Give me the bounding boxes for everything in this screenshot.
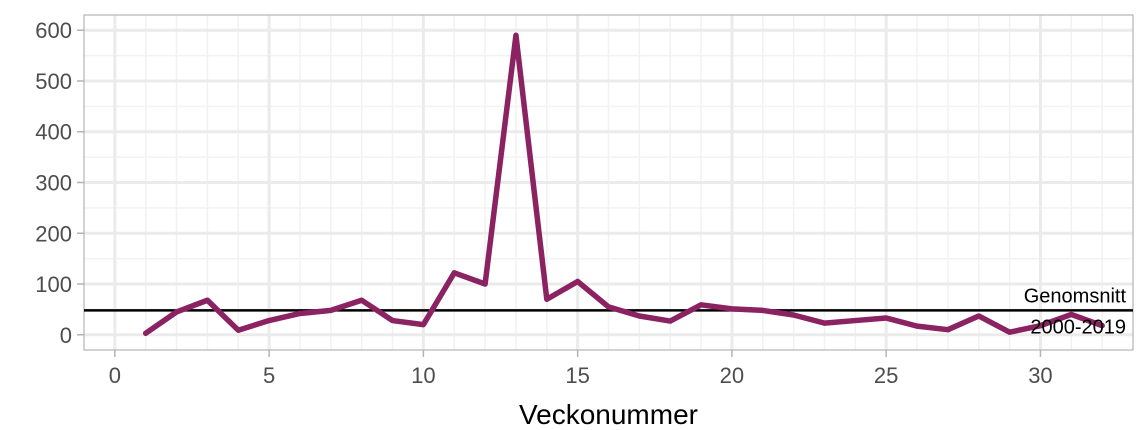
y-axis-tick-labels: 0 100 200 300 400 500 600 xyxy=(35,18,72,348)
reference-line-label-line2: 2000-2019 xyxy=(1030,316,1126,338)
data-point xyxy=(821,320,827,326)
data-point xyxy=(698,302,704,308)
data-point xyxy=(482,281,488,287)
series-lines xyxy=(142,32,1105,336)
data-point xyxy=(667,318,673,324)
x-tick-label: 20 xyxy=(720,363,744,388)
x-tick-label: 30 xyxy=(1028,363,1052,388)
axis-ticks xyxy=(77,29,1042,357)
series-points xyxy=(143,32,1105,336)
reference-line-label-line1: Genomsnitt xyxy=(1024,285,1127,307)
data-point xyxy=(1037,323,1043,329)
y-tick-label: 600 xyxy=(35,18,72,43)
x-axis-tick-labels: 0 5 10 15 20 25 30 xyxy=(109,363,1053,388)
data-point xyxy=(297,310,303,316)
major-gridlines xyxy=(84,15,1133,350)
data-point xyxy=(235,327,241,333)
x-tick-label: 25 xyxy=(874,363,898,388)
x-tick-label: 5 xyxy=(263,363,275,388)
x-tick-label: 15 xyxy=(565,363,589,388)
data-point xyxy=(328,307,334,313)
data-point xyxy=(359,297,365,303)
data-point xyxy=(143,330,149,336)
data-point xyxy=(513,32,519,38)
data-point xyxy=(636,313,642,319)
y-tick-label: 300 xyxy=(35,171,72,196)
data-point xyxy=(883,315,889,321)
data-point xyxy=(852,318,858,324)
data-point xyxy=(1007,329,1013,335)
data-point xyxy=(945,327,951,333)
data-point xyxy=(390,318,396,324)
data-point xyxy=(266,318,272,324)
data-point xyxy=(451,270,457,276)
x-axis-title: Veckonummer xyxy=(519,399,698,430)
x-tick-label: 0 xyxy=(109,363,121,388)
data-point xyxy=(914,323,920,329)
y-tick-label: 0 xyxy=(60,323,72,348)
y-tick-label: 100 xyxy=(35,272,72,297)
data-point xyxy=(729,306,735,312)
data-point xyxy=(606,304,611,310)
data-point xyxy=(1099,323,1105,329)
x-tick-label: 10 xyxy=(411,363,435,388)
data-point xyxy=(575,278,581,284)
data-point xyxy=(174,309,180,315)
data-point xyxy=(760,307,766,313)
y-tick-label: 400 xyxy=(35,120,72,145)
y-tick-label: 200 xyxy=(35,221,72,246)
data-point xyxy=(976,313,982,319)
series-line xyxy=(142,32,1105,336)
y-tick-label: 500 xyxy=(35,69,72,94)
data-point xyxy=(791,312,797,318)
data-point xyxy=(1068,311,1074,317)
data-point xyxy=(420,322,426,328)
data-point xyxy=(204,297,210,303)
data-point xyxy=(544,296,550,302)
